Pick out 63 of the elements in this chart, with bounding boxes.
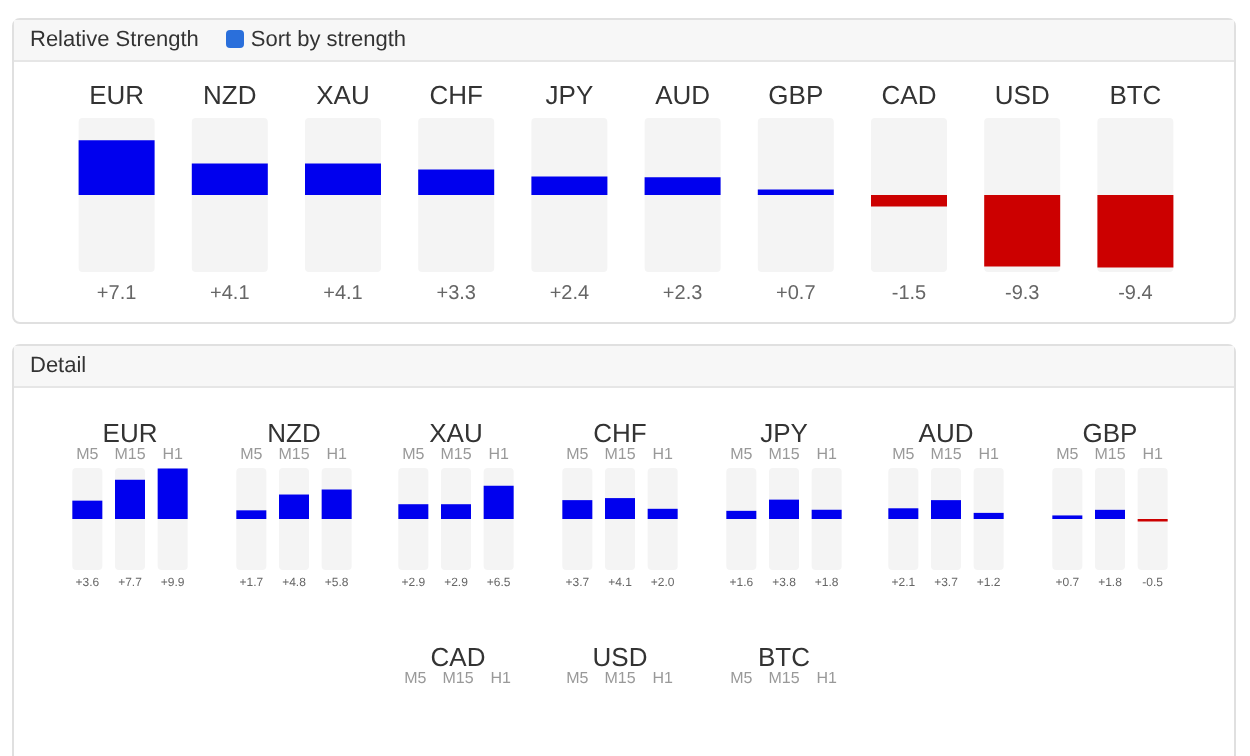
x-tick-label: M15 [1094, 445, 1127, 463]
bar [305, 163, 381, 195]
bar [871, 195, 947, 207]
data-label: -9.4 [1118, 283, 1154, 305]
category-label: H1 [490, 669, 512, 687]
bar [191, 163, 268, 195]
x-tick-label: H1 [1142, 445, 1164, 463]
x-tick-label: M5 [402, 445, 426, 463]
category-label: H1 [652, 669, 674, 687]
x-tick-label: CHF [429, 80, 484, 110]
data-label: -9.3 [1004, 283, 1041, 305]
data-label: +7.1 [96, 283, 138, 305]
x-tick-label: M5 [240, 445, 264, 463]
data-label: +3.3 [436, 283, 477, 305]
x-tick-label: M5 [566, 445, 590, 463]
x-tick-label: M15 [114, 445, 147, 463]
bar [531, 176, 608, 195]
category-label: M5 [404, 669, 428, 687]
x-tick-label: GBP [768, 80, 824, 110]
x-tick-label: M5 [1056, 445, 1080, 463]
bar [644, 177, 721, 195]
x-tick-label: M15 [768, 445, 801, 463]
x-tick-label: M5 [892, 445, 916, 463]
data-label: +2.4 [549, 283, 591, 305]
category-label: M5 [730, 669, 754, 687]
data-label: -1.5 [891, 283, 928, 305]
x-tick-label: CAD [881, 80, 937, 110]
x-tick-label: JPY [545, 80, 594, 110]
x-tick-label: H1 [816, 445, 838, 463]
x-tick-label: H1 [652, 445, 674, 463]
x-tick-label: AUD [655, 80, 711, 110]
text: Sort by strength [250, 28, 407, 52]
data-label: +2.3 [662, 283, 704, 305]
x-tick-label: H1 [162, 445, 184, 463]
x-tick-label: M5 [76, 445, 100, 463]
text: Detail [30, 354, 87, 378]
data-label: +4.1 [323, 283, 364, 305]
x-tick-label: BTC [1109, 80, 1162, 110]
bar [757, 189, 834, 195]
category-label: M15 [604, 669, 637, 687]
x-tick-label: USD [994, 80, 1050, 110]
category-label: M15 [768, 669, 801, 687]
category-label: H1 [816, 669, 838, 687]
text: CAD [430, 642, 486, 672]
category-label: M5 [566, 669, 590, 687]
x-tick-label: M5 [730, 445, 754, 463]
data-label: +4.1 [210, 283, 251, 305]
x-tick-label: H1 [978, 445, 1000, 463]
x-tick-label: H1 [326, 445, 348, 463]
category-label: M15 [442, 669, 475, 687]
chart-title: Relative Strength [30, 28, 199, 52]
x-tick-label: M15 [930, 445, 963, 463]
x-tick-label: M15 [604, 445, 637, 463]
x-tick-label: NZD [203, 80, 257, 110]
bar [418, 169, 495, 195]
x-tick-label: EUR [89, 80, 145, 110]
data-label: +0.7 [776, 283, 817, 305]
text: BTC [758, 642, 810, 672]
x-tick-label: XAU [316, 80, 370, 110]
x-tick-label: M15 [440, 445, 473, 463]
x-tick-label: H1 [488, 445, 510, 463]
x-tick-label: M15 [278, 445, 311, 463]
text: USD [592, 642, 648, 672]
